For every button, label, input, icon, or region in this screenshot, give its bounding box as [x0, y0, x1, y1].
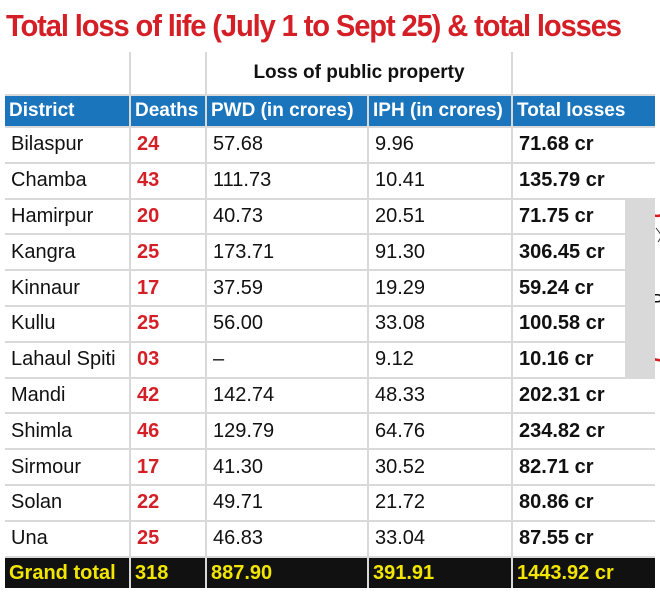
- grand-total-deaths: 318: [131, 558, 205, 588]
- district-cell: Solan: [5, 486, 129, 520]
- district-cell: Bilaspur: [5, 128, 129, 162]
- blank-header-cell: [131, 52, 205, 94]
- total-losses-cell: 100.58 cr: [513, 307, 625, 341]
- deaths-cell: 46: [131, 414, 205, 449]
- iph-cell: 9.12: [369, 342, 511, 377]
- total-losses-cell: 234.82 cr: [513, 414, 655, 449]
- column-header-total: Total losses: [513, 96, 655, 126]
- iph-cell: 19.29: [369, 271, 511, 305]
- deaths-cell: 17: [131, 450, 205, 484]
- district-cell: Kangra: [5, 235, 129, 270]
- iph-cell: 64.76: [369, 414, 511, 449]
- district-cell: Mandi: [5, 378, 129, 413]
- pwd-cell: 41.30: [207, 450, 367, 484]
- grand-total-losses: 1443.92 cr: [513, 558, 655, 588]
- table-row: Kinnaur 17 37.59 19.29 59.24 cr: [5, 271, 655, 305]
- iph-cell: 30.52: [369, 450, 511, 484]
- deaths-cell: 25: [131, 235, 205, 270]
- district-cell: Kullu: [5, 307, 129, 341]
- pwd-cell: 111.73: [207, 163, 367, 198]
- iph-cell: 9.96: [369, 128, 511, 162]
- total-losses-cell: 10.16 cr: [513, 342, 625, 377]
- district-cell: Una: [5, 521, 129, 556]
- map-label-line2: P: [650, 291, 660, 313]
- losses-table: Loss of public property District Deaths …: [5, 52, 655, 588]
- total-losses-cell: 135.79 cr: [513, 163, 655, 198]
- pwd-cell: 129.79: [207, 414, 367, 449]
- iph-cell: 33.04: [369, 521, 511, 556]
- pwd-cell: 56.00: [207, 307, 367, 341]
- group-header-row: Loss of public property: [5, 52, 655, 94]
- deaths-cell: 20: [131, 199, 205, 234]
- table-row: Kangra 25 173.71 91.30 306.45 cr: [5, 235, 655, 270]
- total-losses-cell: 59.24 cr: [513, 271, 625, 305]
- grand-total-iph: 391.91: [369, 558, 511, 588]
- iph-cell: 48.33: [369, 378, 511, 413]
- deaths-cell: 24: [131, 128, 205, 162]
- deaths-cell: 42: [131, 378, 205, 413]
- district-cell: Sirmour: [5, 450, 129, 484]
- deaths-cell: 25: [131, 521, 205, 556]
- table-row: Kullu 25 56.00 33.08 100.58 cr: [5, 307, 655, 341]
- grand-total-pwd: 887.90: [207, 558, 367, 588]
- district-cell: Chamba: [5, 163, 129, 198]
- column-header-deaths: Deaths: [131, 96, 205, 126]
- total-losses-cell: 82.71 cr: [513, 450, 655, 484]
- deaths-cell: 17: [131, 271, 205, 305]
- column-header-row: District Deaths PWD (in crores) IPH (in …: [5, 96, 655, 126]
- grand-total-row: Grand total 318 887.90 391.91 1443.92 cr: [5, 558, 655, 588]
- column-header-iph: IPH (in crores): [369, 96, 511, 126]
- iph-cell: 33.08: [369, 307, 511, 341]
- page-title: Total loss of life (July 1 to Sept 25) &…: [6, 8, 622, 43]
- total-losses-cell: 202.31 cr: [513, 378, 655, 413]
- grand-total-label: Grand total: [5, 558, 129, 588]
- table-row: Hamirpur 20 40.73 20.51 71.75 cr: [5, 199, 655, 234]
- pwd-cell: 46.83: [207, 521, 367, 556]
- iph-cell: 20.51: [369, 199, 511, 234]
- district-cell: Kinnaur: [5, 271, 129, 305]
- total-losses-cell: 80.86 cr: [513, 486, 655, 520]
- pwd-cell: 40.73: [207, 199, 367, 234]
- table-row: Una 25 46.83 33.04 87.55 cr: [5, 521, 655, 556]
- table-row: Sirmour 17 41.30 30.52 82.71 cr: [5, 450, 655, 484]
- deaths-cell: 22: [131, 486, 205, 520]
- district-cell: Shimla: [5, 414, 129, 449]
- pwd-cell: 173.71: [207, 235, 367, 270]
- table-row: Lahaul Spiti 03–9.12 10.16 cr: [5, 342, 655, 377]
- public-property-header: Loss of public property: [207, 52, 511, 94]
- pwd-cell: –: [207, 342, 367, 377]
- blank-header-cell: [5, 52, 129, 94]
- iph-cell: 91.30: [369, 235, 511, 270]
- district-cell: Lahaul Spiti: [5, 342, 129, 377]
- district-cell: Hamirpur: [5, 199, 129, 234]
- total-losses-cell: 87.55 cr: [513, 521, 655, 556]
- total-losses-cell: 306.45 cr: [513, 235, 625, 270]
- deaths-cell: 03: [131, 342, 205, 377]
- column-header-district: District: [5, 96, 129, 126]
- deaths-cell: 43: [131, 163, 205, 198]
- blank-header-cell: [513, 52, 655, 94]
- deaths-cell: 25: [131, 307, 205, 341]
- total-losses-cell: 71.68 cr: [513, 128, 655, 162]
- iph-cell: 21.72: [369, 486, 511, 520]
- table-row: Shimla 46 129.79 64.76 234.82 cr: [5, 414, 655, 449]
- table-row: Solan 22 49.71 21.72 80.86 cr: [5, 486, 655, 520]
- pwd-cell: 49.71: [207, 486, 367, 520]
- pwd-cell: 142.74: [207, 378, 367, 413]
- column-header-pwd: PWD (in crores): [207, 96, 367, 126]
- total-losses-cell: 71.75 cr: [513, 199, 625, 234]
- iph-cell: 10.41: [369, 163, 511, 198]
- pwd-cell: 37.59: [207, 271, 367, 305]
- table-row: Chamba 43 111.73 10.41 135.79 cr: [5, 163, 655, 198]
- table-row: Bilaspur 24 57.68 9.96 71.68 cr: [5, 128, 655, 162]
- table-row: Mandi 42 142.74 48.33 202.31 cr: [5, 378, 655, 413]
- pwd-cell: 57.68: [207, 128, 367, 162]
